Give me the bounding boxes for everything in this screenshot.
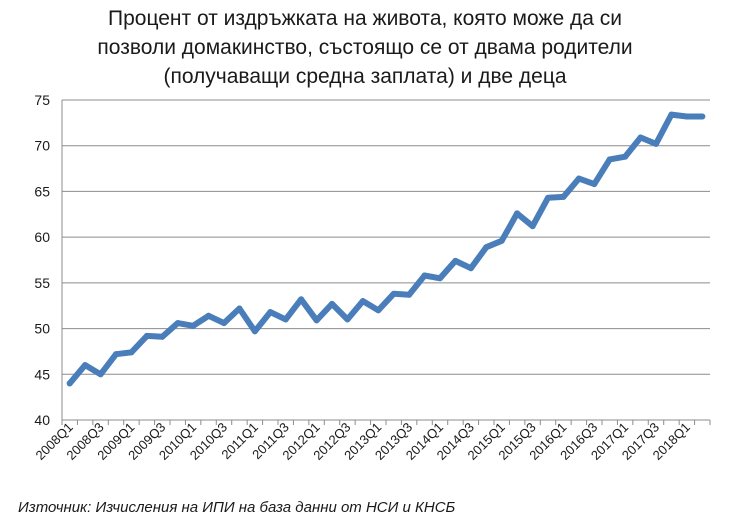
data-point bbox=[143, 332, 150, 339]
data-point bbox=[699, 113, 706, 120]
source-note: Източник: Изчисления на ИПИ на база данн… bbox=[18, 499, 456, 516]
data-point bbox=[683, 113, 690, 120]
data-point bbox=[606, 156, 613, 163]
data-point bbox=[668, 111, 675, 118]
y-tick-label: 60 bbox=[34, 229, 50, 245]
data-point bbox=[452, 257, 459, 264]
data-point bbox=[205, 312, 212, 319]
data-point bbox=[313, 317, 320, 324]
data-point bbox=[329, 300, 335, 307]
data-point bbox=[66, 380, 73, 387]
data-point bbox=[467, 265, 474, 272]
y-tick-label: 75 bbox=[34, 92, 50, 108]
data-point bbox=[159, 333, 166, 340]
data-point bbox=[529, 223, 536, 230]
x-axis: 2008Q12008Q32009Q12009Q32010Q12010Q32011… bbox=[33, 420, 711, 463]
data-point bbox=[498, 237, 505, 244]
data-point bbox=[390, 290, 397, 297]
y-tick-label: 70 bbox=[34, 138, 50, 154]
data-point bbox=[267, 309, 274, 316]
data-point bbox=[236, 305, 243, 312]
chart-title-line-2: позволи домакинство, състоящо се от двам… bbox=[97, 36, 633, 59]
data-point bbox=[190, 322, 197, 329]
data-point bbox=[344, 316, 351, 323]
y-axis: 40 45 50 55 60 65 70 75 bbox=[34, 92, 50, 428]
data-point bbox=[375, 307, 382, 314]
data-point bbox=[128, 349, 135, 356]
data-point bbox=[282, 316, 289, 323]
data-point bbox=[174, 320, 181, 327]
data-point bbox=[622, 153, 629, 160]
series-layer bbox=[66, 111, 706, 387]
chart-title: Процент от издръжката на живота, която м… bbox=[0, 4, 730, 91]
data-point bbox=[251, 328, 258, 335]
chart-title-line-1: Процент от издръжката на живота, която м… bbox=[108, 7, 622, 30]
data-point bbox=[221, 320, 227, 327]
data-point bbox=[483, 244, 490, 251]
data-point bbox=[82, 362, 89, 369]
data-point bbox=[545, 194, 551, 201]
data-point bbox=[653, 140, 659, 147]
series-line-0 bbox=[66, 111, 706, 387]
data-point bbox=[359, 298, 366, 305]
data-point bbox=[437, 275, 443, 282]
data-point bbox=[113, 351, 119, 358]
y-tick-label: 45 bbox=[34, 366, 50, 382]
data-point bbox=[406, 291, 413, 298]
y-tick-label: 40 bbox=[34, 412, 50, 428]
y-tick-label: 65 bbox=[34, 183, 50, 199]
data-point bbox=[637, 134, 644, 141]
chart-title-line-3: (получаващи средна заплата) и две деца bbox=[163, 65, 567, 88]
data-point bbox=[575, 175, 582, 182]
data-point bbox=[591, 181, 598, 188]
grid-lines bbox=[61, 99, 710, 421]
data-point bbox=[97, 371, 104, 378]
data-point bbox=[514, 210, 521, 217]
data-point bbox=[560, 193, 567, 200]
y-tick-label: 50 bbox=[34, 321, 50, 337]
y-tick-label: 55 bbox=[34, 275, 50, 291]
data-point bbox=[421, 272, 428, 279]
data-point bbox=[298, 296, 305, 303]
